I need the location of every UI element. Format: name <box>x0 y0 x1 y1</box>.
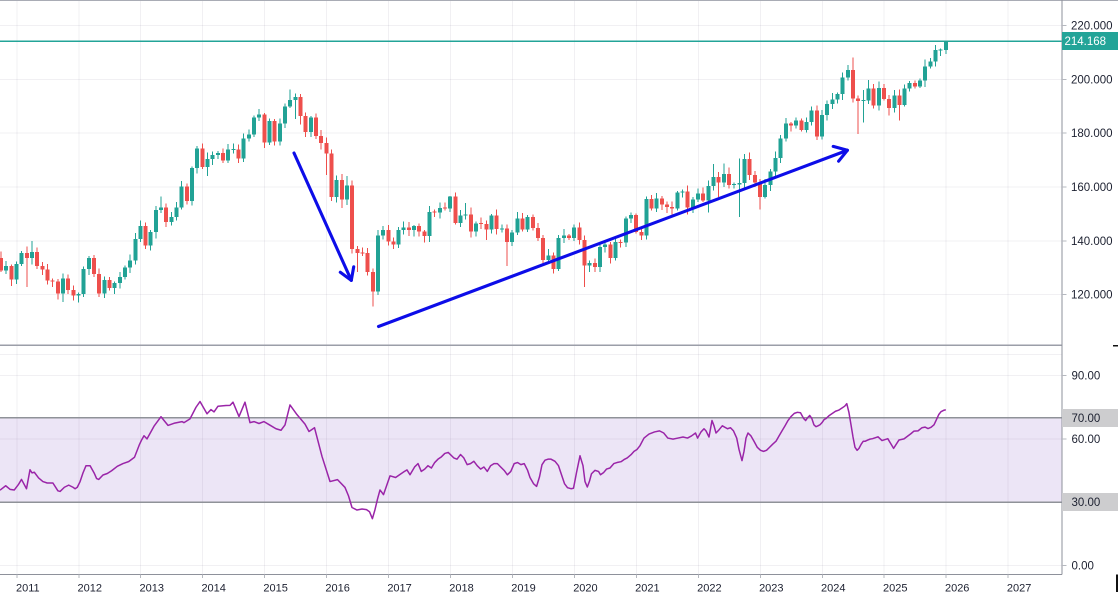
svg-text:214.168: 214.168 <box>1065 36 1107 48</box>
svg-text:2025: 2025 <box>883 583 907 595</box>
svg-text:60.00: 60.00 <box>1072 434 1101 446</box>
svg-text:200.000: 200.000 <box>1071 74 1113 86</box>
svg-text:2021: 2021 <box>635 583 659 595</box>
svg-text:2019: 2019 <box>511 583 535 595</box>
svg-text:140.000: 140.000 <box>1071 236 1113 248</box>
svg-text:30.00: 30.00 <box>1072 497 1101 509</box>
svg-text:2011: 2011 <box>16 583 40 595</box>
svg-text:90.00: 90.00 <box>1072 371 1101 383</box>
svg-text:2024: 2024 <box>821 583 845 595</box>
svg-text:220.000: 220.000 <box>1071 20 1113 32</box>
svg-text:0.00: 0.00 <box>1072 561 1094 573</box>
svg-text:2013: 2013 <box>139 583 163 595</box>
svg-text:2015: 2015 <box>263 583 287 595</box>
svg-text:2027: 2027 <box>1007 583 1031 595</box>
svg-text:2012: 2012 <box>78 583 102 595</box>
svg-text:180.000: 180.000 <box>1071 128 1113 140</box>
svg-text:2026: 2026 <box>945 583 969 595</box>
svg-text:2018: 2018 <box>449 583 473 595</box>
svg-text:2022: 2022 <box>697 583 721 595</box>
svg-text:2020: 2020 <box>573 583 597 595</box>
svg-text:2016: 2016 <box>325 583 349 595</box>
svg-text:2017: 2017 <box>387 583 411 595</box>
svg-text:2023: 2023 <box>759 583 783 595</box>
svg-text:120.000: 120.000 <box>1071 290 1113 302</box>
svg-text:2014: 2014 <box>201 583 225 595</box>
svg-text:70.00: 70.00 <box>1072 413 1101 425</box>
svg-text:160.000: 160.000 <box>1071 182 1113 194</box>
